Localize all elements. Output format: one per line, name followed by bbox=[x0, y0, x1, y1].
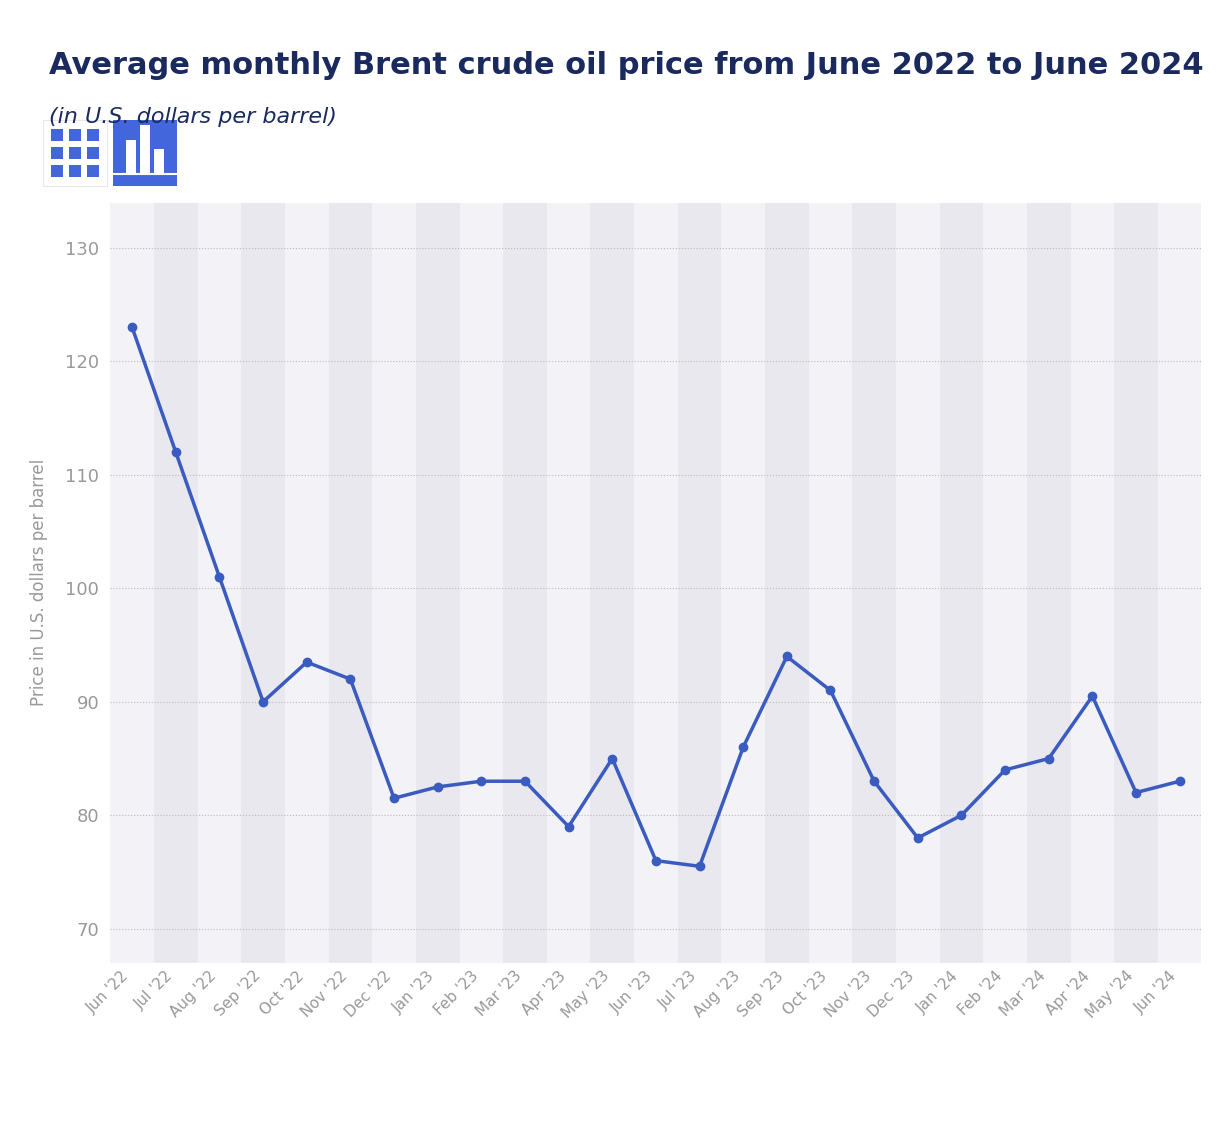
Bar bbox=[373, 203, 416, 963]
Bar bbox=[153, 150, 164, 175]
Bar bbox=[197, 203, 242, 963]
Bar bbox=[140, 125, 150, 175]
Bar bbox=[1157, 203, 1201, 963]
Bar bbox=[721, 203, 765, 963]
Bar bbox=[1114, 203, 1157, 963]
Bar bbox=[896, 203, 939, 963]
Bar bbox=[678, 203, 721, 963]
Bar bbox=[416, 203, 460, 963]
Bar bbox=[503, 203, 547, 963]
Bar bbox=[110, 203, 154, 963]
Bar bbox=[765, 203, 809, 963]
Bar bbox=[1027, 203, 1070, 963]
Bar bbox=[591, 203, 634, 963]
Bar bbox=[1070, 203, 1114, 963]
Y-axis label: Price in U.S. dollars per barrel: Price in U.S. dollars per barrel bbox=[31, 459, 49, 706]
Bar bbox=[809, 203, 852, 963]
Bar bbox=[852, 203, 896, 963]
Bar bbox=[983, 203, 1027, 963]
Text: Average monthly Brent crude oil price from June 2022 to June 2024: Average monthly Brent crude oil price fr… bbox=[49, 51, 1204, 80]
Bar bbox=[329, 203, 373, 963]
Bar bbox=[242, 203, 284, 963]
Bar bbox=[634, 203, 678, 963]
Bar bbox=[547, 203, 591, 963]
Bar bbox=[939, 203, 983, 963]
Bar bbox=[460, 203, 503, 963]
Bar bbox=[284, 203, 329, 963]
Text: (in U.S. dollars per barrel): (in U.S. dollars per barrel) bbox=[49, 107, 337, 127]
Bar bbox=[125, 140, 136, 175]
Bar bbox=[154, 203, 197, 963]
